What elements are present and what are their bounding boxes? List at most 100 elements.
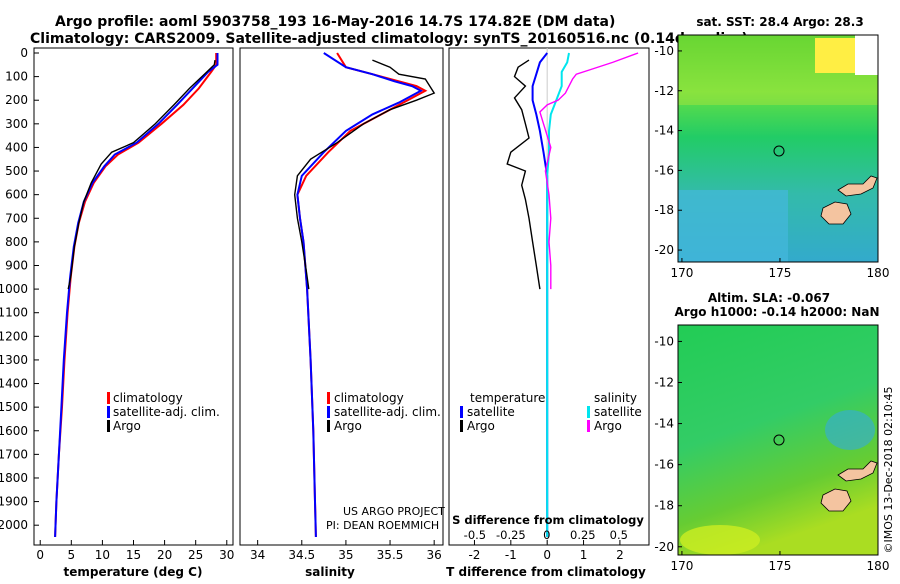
- sst-map-y-ticks: -10 -12 -14 -16 -18 -20: [654, 44, 682, 257]
- y-tick-label: 1800: [0, 471, 28, 485]
- s-tick-label: 0.5: [610, 528, 628, 542]
- legend-swatch-satellite: [327, 406, 330, 418]
- sst-missing-data: [855, 35, 878, 75]
- island-viti-levu: [820, 488, 852, 512]
- temperature-series: [54, 53, 219, 538]
- map-y-tick-label: -16: [654, 163, 674, 177]
- legend-label-climatology: climatology: [334, 391, 404, 405]
- legend-label-sal-argo: Argo: [594, 419, 622, 433]
- x-tick-label: 5: [67, 548, 75, 562]
- y-tick-label: 600: [5, 188, 28, 202]
- y-tick-label: 500: [5, 164, 28, 178]
- difference-sublabel: S difference from climatology: [452, 513, 644, 527]
- y-tick-label: 1300: [0, 353, 28, 367]
- sst-cool-patch: [678, 190, 788, 262]
- x-tick-label: -1: [505, 548, 517, 562]
- map-x-tick-label: 180: [867, 559, 890, 573]
- depth-axis-ticks: 0 100 200 300 400 500 600 700 800 900 1000 1100 1200…: [0, 46, 39, 532]
- y-tick-label: 1100: [0, 306, 28, 320]
- map-y-tick-label: -16: [654, 458, 674, 472]
- legend-swatch-sal-satellite: [587, 406, 590, 418]
- x-tick-label: 1: [580, 548, 588, 562]
- sst-hot-patch: [815, 38, 860, 73]
- map-x-tick-label: 170: [670, 559, 693, 573]
- salinity-axes-box: [239, 47, 444, 546]
- difference-legend: temperature satellite Argo salinity sate…: [460, 391, 642, 433]
- sla-map-title2: Argo h1000: -0.14 h2000: NaN: [674, 305, 879, 319]
- map-y-tick-label: -14: [654, 124, 674, 138]
- temperature-panel: 0 5 10 15 20 25 30 0 100 200 300 400 500 600 700 800 90…: [0, 46, 234, 579]
- y-tick-label: 400: [5, 140, 28, 154]
- difference-xlabel: T difference from climatology: [446, 565, 646, 579]
- series-line-temperature-argo: [506, 59, 541, 290]
- series-line-satellite-adj-clim-: [296, 52, 424, 538]
- sst-map-title: sat. SST: 28.4 Argo: 28.3: [696, 15, 863, 29]
- x-tick-label: 0: [543, 548, 551, 562]
- difference-x-ticks: -2 -1 0 1 2: [468, 540, 624, 562]
- series-line-salinity-satellite: [546, 52, 570, 537]
- legend-swatch-sal-argo: [587, 420, 590, 432]
- salinity-panel: 34 34.5 35 35.5 36 salinity climatology sate…: [239, 47, 445, 579]
- x-tick-label: 34: [250, 548, 265, 562]
- legend-swatch-temp-satellite: [460, 406, 463, 418]
- island-vanua-levu: [837, 460, 878, 482]
- x-tick-label: 20: [157, 548, 172, 562]
- y-tick-label: 1900: [0, 495, 28, 509]
- legend-swatch-satellite: [107, 406, 110, 418]
- legend-title-temperature: temperature: [470, 391, 545, 405]
- sst-map-frame: [677, 34, 879, 263]
- sst-map: sat. SST: 28.4 Argo: 28.3 -10-12-14-16-1…: [654, 15, 889, 280]
- map-y-tick-label: -18: [654, 203, 674, 217]
- salinity-series: [293, 52, 436, 538]
- header-line1: Argo profile: aoml 5903758_193 16-May-20…: [55, 14, 615, 30]
- series-line-salinity-argo: [539, 52, 639, 290]
- x-tick-label: 36: [427, 548, 442, 562]
- map-y-tick-label: -20: [654, 540, 674, 554]
- legend-label-satellite: satellite-adj. clim.: [334, 405, 441, 419]
- x-tick-label: 10: [95, 548, 110, 562]
- s-tick-label: 0.25: [570, 528, 596, 542]
- y-tick-label: 800: [5, 235, 28, 249]
- y-tick-label: 1200: [0, 329, 28, 343]
- map-y-tick-label: -12: [654, 84, 674, 98]
- y-tick-label: 200: [5, 93, 28, 107]
- map-x-tick-label: 180: [867, 266, 890, 280]
- legend-swatch-argo: [327, 420, 330, 432]
- map-y-tick-label: -20: [654, 243, 674, 257]
- difference-s-ticks: -0.5 -0.25 0 0.25 0.5: [464, 528, 628, 542]
- y-tick-label: 700: [5, 211, 28, 225]
- y-tick-label: 300: [5, 117, 28, 131]
- x-tick-label: 30: [219, 548, 234, 562]
- y-tick-label: 1400: [0, 377, 28, 391]
- x-tick-label: 35.5: [377, 548, 404, 562]
- map-y-tick-label: -12: [654, 376, 674, 390]
- legend-label-satellite: satellite-adj. clim.: [113, 405, 220, 419]
- y-tick-label: 900: [5, 258, 28, 272]
- sst-map-x-ticks: 170 175 180: [670, 258, 889, 280]
- legend-label-argo: Argo: [113, 419, 141, 433]
- difference-panel: -2 -1 0 1 2 -0.5 -0.25 0 0.25 0.5 S difference f…: [446, 47, 650, 579]
- y-tick-label: 0: [20, 46, 28, 60]
- s-tick-label: 0: [543, 528, 550, 542]
- legend-label-temp-satellite: satellite: [467, 405, 515, 419]
- legend-swatch-climatology: [107, 392, 110, 404]
- y-tick-label: 1000: [0, 282, 28, 296]
- map-y-tick-label: -10: [654, 44, 674, 58]
- temperature-legend: climatology satellite-adj. clim. Argo: [107, 391, 220, 433]
- legend-label-argo: Argo: [334, 419, 362, 433]
- x-tick-label: 34.5: [288, 548, 315, 562]
- temperature-x-ticks: 0 5 10 15 20 25 30: [36, 540, 234, 562]
- legend-label-sal-satellite: satellite: [594, 405, 642, 419]
- x-tick-label: 15: [126, 548, 141, 562]
- temperature-axes-box: [33, 47, 234, 546]
- sla-map-y-ticks: -10 -12 -14 -16 -18 -20: [654, 334, 682, 554]
- y-tick-label: 100: [5, 70, 28, 84]
- map-x-tick-label: 175: [769, 266, 792, 280]
- x-tick-label: 2: [616, 548, 624, 562]
- argo-float-marker: [773, 434, 785, 446]
- argo-float-marker: [773, 145, 785, 157]
- s-tick-label: -0.25: [496, 528, 526, 542]
- y-tick-label: 1500: [0, 400, 28, 414]
- header-line2: Climatology: CARS2009. Satellite-adjuste…: [30, 31, 748, 47]
